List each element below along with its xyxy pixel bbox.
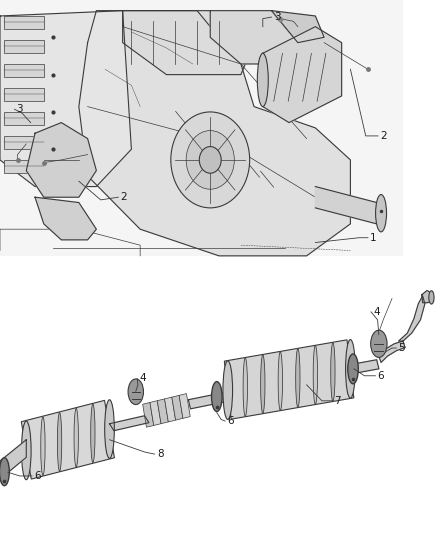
Polygon shape [4,88,44,101]
Ellipse shape [105,400,114,458]
Ellipse shape [0,460,1,481]
Ellipse shape [0,458,9,486]
Ellipse shape [57,413,62,471]
Ellipse shape [331,343,335,401]
Polygon shape [179,393,190,418]
Polygon shape [4,112,44,125]
Polygon shape [150,401,161,425]
Circle shape [186,131,234,189]
Polygon shape [224,340,354,419]
Ellipse shape [296,349,300,407]
Ellipse shape [257,53,268,107]
Text: 3: 3 [274,12,280,22]
Ellipse shape [371,330,387,357]
Polygon shape [0,0,403,256]
Polygon shape [4,16,44,29]
Polygon shape [315,187,377,224]
Circle shape [199,147,221,173]
Text: 2: 2 [120,192,127,202]
Polygon shape [4,160,44,173]
Ellipse shape [128,379,144,405]
Ellipse shape [243,358,247,416]
Ellipse shape [261,355,265,414]
Text: 2: 2 [380,131,387,141]
Ellipse shape [41,417,45,475]
Text: 4: 4 [139,374,146,383]
Polygon shape [143,402,154,427]
Polygon shape [350,360,379,374]
Ellipse shape [346,340,355,398]
Polygon shape [21,400,114,479]
Polygon shape [35,197,96,240]
Polygon shape [188,392,230,409]
Text: 6: 6 [378,371,384,381]
Ellipse shape [375,195,387,232]
Circle shape [171,112,250,208]
Text: 1: 1 [370,233,377,243]
Polygon shape [26,123,96,197]
Ellipse shape [223,361,233,419]
Polygon shape [422,290,434,303]
Polygon shape [79,11,350,256]
Polygon shape [4,40,44,53]
Polygon shape [157,399,168,424]
Polygon shape [123,11,254,75]
Polygon shape [172,395,183,420]
Text: 5: 5 [399,343,405,353]
Polygon shape [399,296,425,341]
Text: 6: 6 [227,416,234,426]
Polygon shape [165,397,176,422]
Text: 4: 4 [373,307,380,317]
Polygon shape [379,341,405,362]
Ellipse shape [313,345,318,404]
Ellipse shape [21,421,31,480]
Text: 7: 7 [334,396,341,406]
Ellipse shape [74,408,78,467]
Text: 6: 6 [34,471,41,481]
Polygon shape [0,11,131,187]
Text: 3: 3 [17,104,23,114]
Ellipse shape [278,352,283,410]
Polygon shape [272,11,324,43]
Ellipse shape [91,404,95,463]
Ellipse shape [348,354,358,384]
Text: 8: 8 [157,449,163,459]
Ellipse shape [212,382,222,411]
Polygon shape [4,136,44,149]
Polygon shape [110,416,149,431]
Polygon shape [263,27,342,123]
Ellipse shape [429,291,434,304]
Polygon shape [210,11,298,64]
Polygon shape [4,64,44,77]
Polygon shape [0,440,26,475]
